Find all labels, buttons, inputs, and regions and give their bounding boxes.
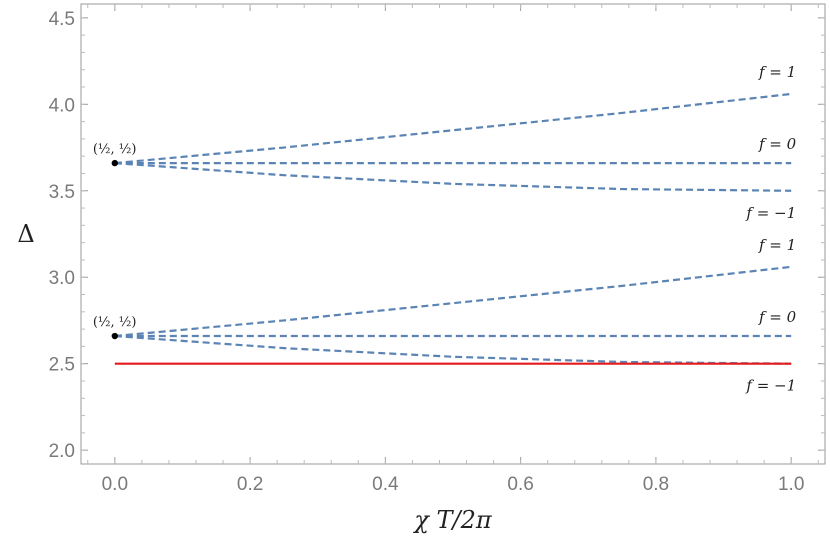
x-tick-label: 0.6 <box>507 474 533 495</box>
point-label-1: (½, ½) <box>93 315 137 330</box>
y-tick-label: 3.5 <box>49 182 75 203</box>
y-tick-label: 3.0 <box>49 268 75 289</box>
series-label-3: f = 1 <box>758 236 796 254</box>
series-line-3 <box>114 265 792 338</box>
x-tick-label: 1.0 <box>778 474 804 495</box>
x-tick-label: 0.4 <box>372 474 399 495</box>
series-line-5 <box>114 334 792 365</box>
x-tick-label: 0.0 <box>102 474 128 495</box>
plot-frame <box>80 3 826 465</box>
series-label-2: f = −1 <box>745 204 796 222</box>
x-axis-title: χ T/2π <box>412 506 493 534</box>
y-tick-label: 4.0 <box>49 95 75 116</box>
y-tick-label: 2.5 <box>49 355 75 376</box>
x-tick-label: 0.2 <box>237 474 263 495</box>
y-axis-title: Δ <box>17 220 34 248</box>
point-marker-0 <box>111 159 119 167</box>
series-line-0 <box>114 92 792 165</box>
series-label-0: f = 1 <box>758 63 796 81</box>
x-tick-label: 0.8 <box>643 474 669 495</box>
y-tick-label: 2.0 <box>49 441 75 462</box>
series-label-4: f = 0 <box>758 308 797 326</box>
y-tick-label: 4.5 <box>49 9 75 30</box>
series-label-5: f = −1 <box>745 377 796 395</box>
series-line-2 <box>114 162 792 192</box>
point-marker-1 <box>111 332 119 340</box>
series-label-1: f = 0 <box>758 135 797 153</box>
point-label-0: (½, ½) <box>93 142 137 157</box>
